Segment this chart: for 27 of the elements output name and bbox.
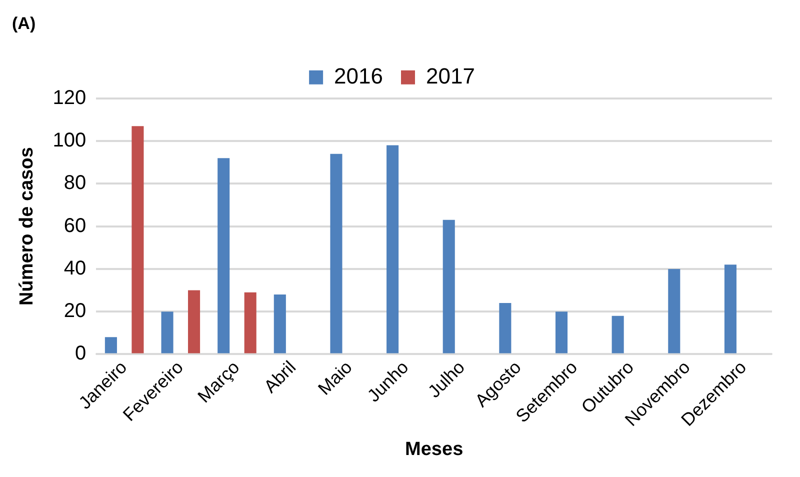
- bar: [442, 220, 455, 354]
- bar: [555, 312, 568, 354]
- bar: [218, 158, 230, 354]
- bar: [330, 154, 342, 354]
- legend-label: 2016: [334, 63, 384, 88]
- x-axis-title: Meses: [405, 438, 464, 460]
- bar: [104, 337, 117, 354]
- bar: [668, 268, 680, 354]
- bar: [499, 303, 512, 354]
- y-tick-label: 60: [64, 214, 86, 237]
- bar: [188, 290, 200, 354]
- y-tick-label: 20: [64, 300, 86, 322]
- bar: [612, 316, 624, 354]
- bar: [274, 294, 286, 354]
- bar: [132, 126, 144, 354]
- y-tick-label: 80: [64, 172, 86, 194]
- y-tick-label: 100: [52, 130, 86, 152]
- chart-title: (A): [12, 14, 36, 33]
- y-axis-title: Número de casos: [16, 147, 38, 306]
- bar: [386, 145, 399, 354]
- y-tick-label: 120: [52, 86, 86, 109]
- bar: [724, 264, 736, 354]
- y-tick-label: 0: [75, 342, 86, 365]
- bar: [161, 312, 174, 354]
- legend-label: 2017: [426, 63, 475, 88]
- y-tick-label: 40: [64, 257, 86, 280]
- bar: [244, 292, 256, 354]
